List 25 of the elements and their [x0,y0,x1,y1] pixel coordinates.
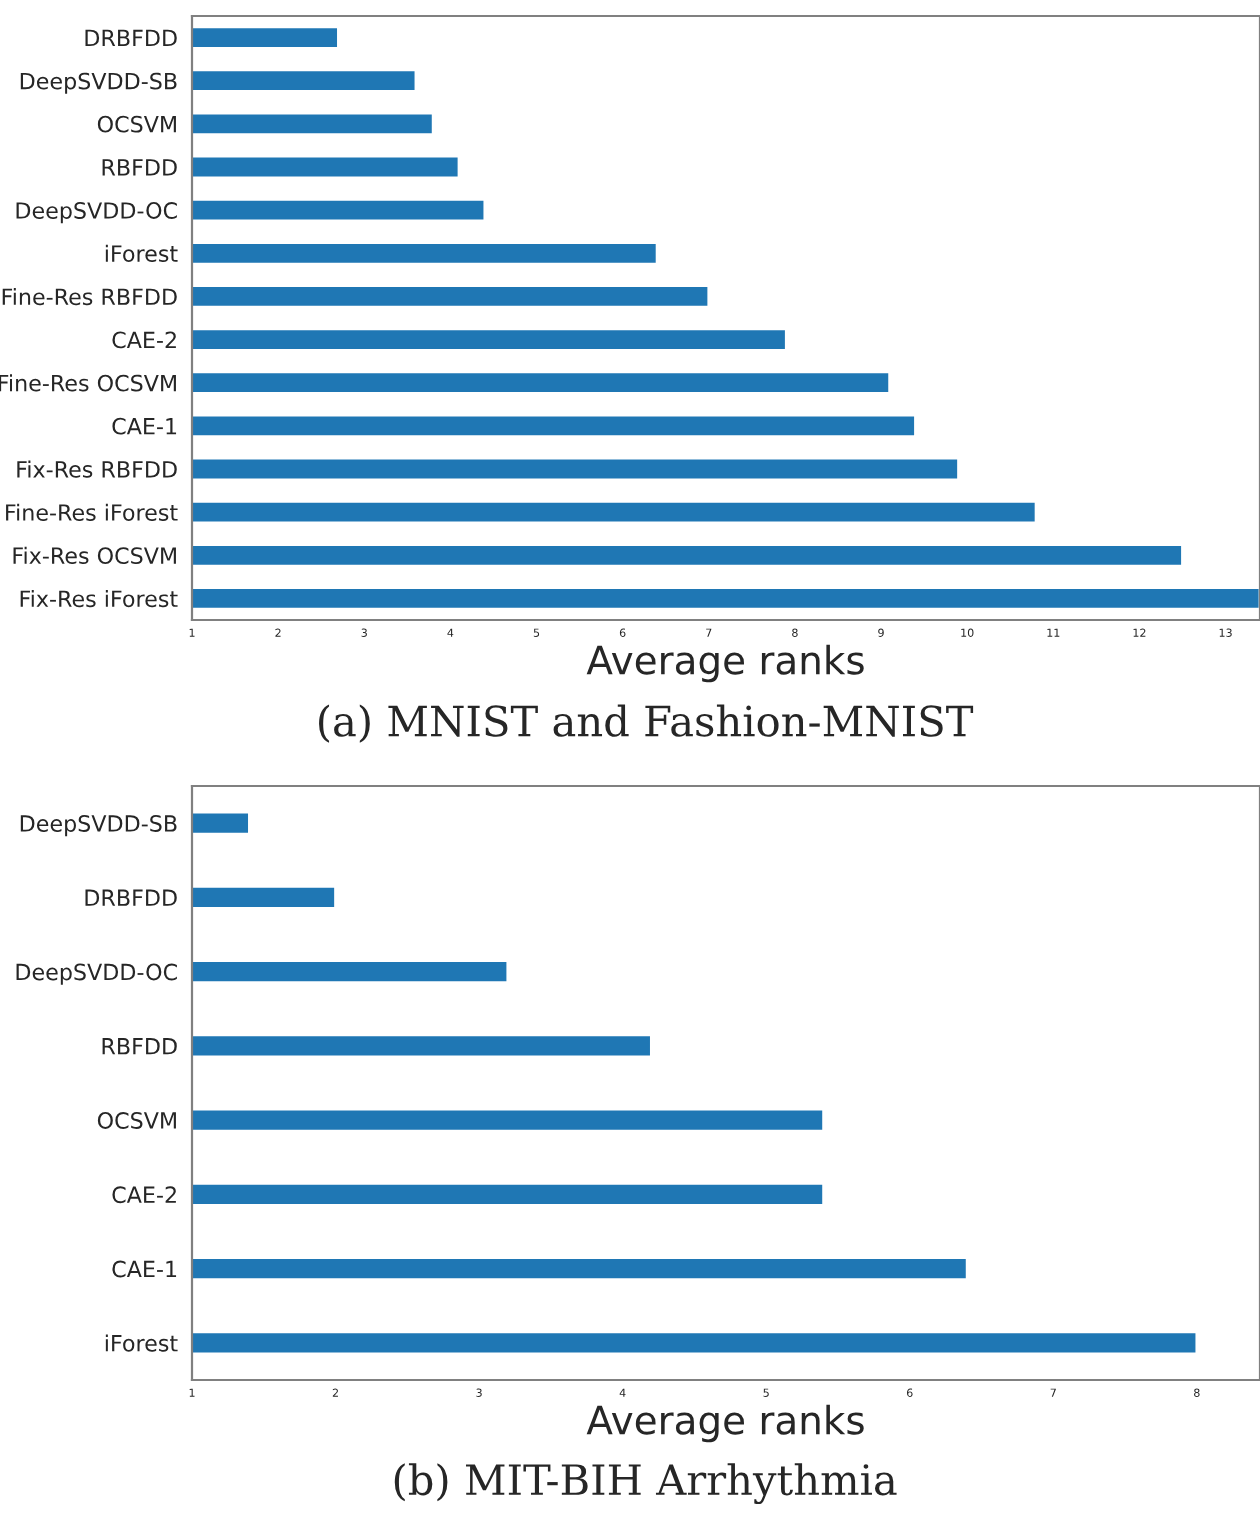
y-tick-label: iForest [105,1334,178,1352]
y-tick-label: DRBFDD [85,889,177,906]
y-tick-label: CAE-2 [112,1186,176,1204]
y-tick-label: OCSVM [97,115,176,133]
y-tick-label: CAE-2 [112,331,176,349]
y-tick-label: DeepSVDD-SB [20,72,177,94]
y-tick-label: Fine-Res iForest [6,503,178,521]
y-tick-label: Fine-Res RBFDD [2,287,177,306]
y-tick-label: RBFDD [102,159,177,176]
y-tick-label: DeepSVDD-SB [20,815,177,837]
text: (a) MNIST and Fashion-MNIST [319,704,974,743]
y-tick-label: CAE-1 [112,1260,177,1278]
y-tick-label: DeepSVDD-OC [16,963,177,985]
y-tick-label: OCSVM [97,1112,176,1129]
y-tick-label: Fix-Res OCSVM [13,546,176,565]
y-tick-label: CAE-1 [112,417,177,435]
y-tick-label: iForest [105,244,178,263]
x-axis-title: Average ranks [586,644,864,683]
y-tick-label: RBFDD [102,1038,177,1055]
text: (b) MIT-BIH Arrhythmia [394,1463,897,1505]
y-tick-label: Fix-Res RBFDD [17,460,177,478]
y-tick-label: DeepSVDD-OC [16,202,177,224]
x-axis-title: Average ranks [586,1404,864,1443]
y-tick-label: Fix-Res iForest [20,589,178,608]
y-tick-label: DRBFDD [85,29,177,47]
